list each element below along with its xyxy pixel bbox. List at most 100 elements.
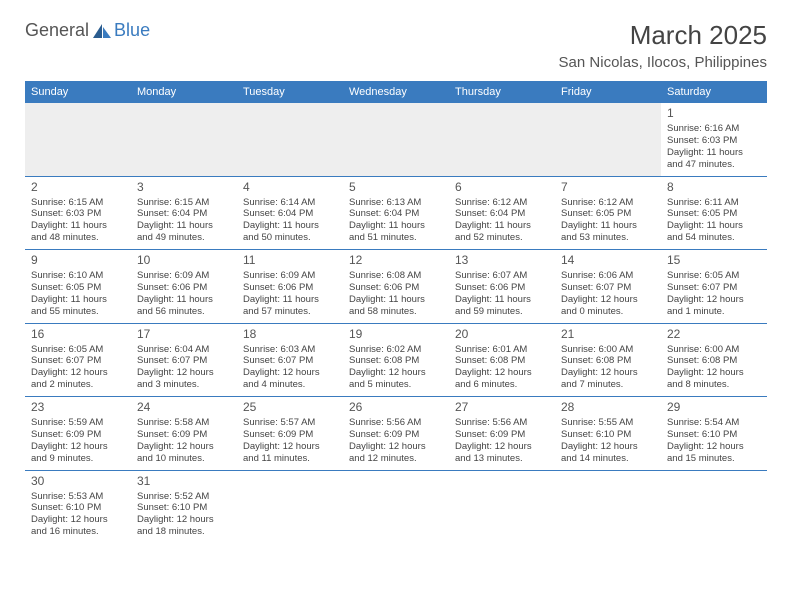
sunrise-text: Sunrise: 6:09 AM bbox=[243, 270, 337, 282]
day-number: 30 bbox=[31, 474, 125, 489]
calendar-cell: 2Sunrise: 6:15 AMSunset: 6:03 PMDaylight… bbox=[25, 176, 131, 250]
day-number: 6 bbox=[455, 180, 549, 195]
calendar-cell: 24Sunrise: 5:58 AMSunset: 6:09 PMDayligh… bbox=[131, 397, 237, 471]
sunrise-text: Sunrise: 6:04 AM bbox=[137, 344, 231, 356]
sunrise-text: Sunrise: 5:52 AM bbox=[137, 491, 231, 503]
logo-sail-icon bbox=[93, 24, 111, 38]
daylight-text: Daylight: 12 hours and 8 minutes. bbox=[667, 367, 761, 391]
daylight-text: Daylight: 12 hours and 7 minutes. bbox=[561, 367, 655, 391]
sunrise-text: Sunrise: 5:59 AM bbox=[31, 417, 125, 429]
day-number: 4 bbox=[243, 180, 337, 195]
day-number: 27 bbox=[455, 400, 549, 415]
sunrise-text: Sunrise: 5:56 AM bbox=[455, 417, 549, 429]
daylight-text: Daylight: 12 hours and 15 minutes. bbox=[667, 441, 761, 465]
sunset-text: Sunset: 6:09 PM bbox=[455, 429, 549, 441]
daylight-text: Daylight: 11 hours and 51 minutes. bbox=[349, 220, 443, 244]
day-number: 24 bbox=[137, 400, 231, 415]
sunrise-text: Sunrise: 5:54 AM bbox=[667, 417, 761, 429]
day-number: 16 bbox=[31, 327, 125, 342]
daylight-text: Daylight: 11 hours and 52 minutes. bbox=[455, 220, 549, 244]
day-number: 2 bbox=[31, 180, 125, 195]
sunset-text: Sunset: 6:07 PM bbox=[243, 355, 337, 367]
calendar-cell: 1Sunrise: 6:16 AMSunset: 6:03 PMDaylight… bbox=[661, 103, 767, 176]
calendar-cell: 22Sunrise: 6:00 AMSunset: 6:08 PMDayligh… bbox=[661, 323, 767, 397]
calendar-cell bbox=[237, 470, 343, 543]
sunset-text: Sunset: 6:10 PM bbox=[561, 429, 655, 441]
daylight-text: Daylight: 12 hours and 14 minutes. bbox=[561, 441, 655, 465]
sunset-text: Sunset: 6:06 PM bbox=[243, 282, 337, 294]
day-header: Monday bbox=[131, 81, 237, 103]
daylight-text: Daylight: 11 hours and 48 minutes. bbox=[31, 220, 125, 244]
day-header: Thursday bbox=[449, 81, 555, 103]
sunrise-text: Sunrise: 6:02 AM bbox=[349, 344, 443, 356]
sunrise-text: Sunrise: 6:10 AM bbox=[31, 270, 125, 282]
calendar-cell: 8Sunrise: 6:11 AMSunset: 6:05 PMDaylight… bbox=[661, 176, 767, 250]
daylight-text: Daylight: 11 hours and 53 minutes. bbox=[561, 220, 655, 244]
sunset-text: Sunset: 6:10 PM bbox=[667, 429, 761, 441]
logo-text-1: General bbox=[25, 20, 89, 41]
sunset-text: Sunset: 6:08 PM bbox=[667, 355, 761, 367]
sunset-text: Sunset: 6:05 PM bbox=[561, 208, 655, 220]
sunrise-text: Sunrise: 5:57 AM bbox=[243, 417, 337, 429]
calendar-cell: 18Sunrise: 6:03 AMSunset: 6:07 PMDayligh… bbox=[237, 323, 343, 397]
day-number: 10 bbox=[137, 253, 231, 268]
day-header: Saturday bbox=[661, 81, 767, 103]
daylight-text: Daylight: 12 hours and 1 minute. bbox=[667, 294, 761, 318]
sunrise-text: Sunrise: 5:58 AM bbox=[137, 417, 231, 429]
calendar-cell: 26Sunrise: 5:56 AMSunset: 6:09 PMDayligh… bbox=[343, 397, 449, 471]
calendar-cell: 10Sunrise: 6:09 AMSunset: 6:06 PMDayligh… bbox=[131, 250, 237, 324]
sunrise-text: Sunrise: 6:05 AM bbox=[31, 344, 125, 356]
sunset-text: Sunset: 6:09 PM bbox=[137, 429, 231, 441]
daylight-text: Daylight: 12 hours and 18 minutes. bbox=[137, 514, 231, 538]
day-number: 12 bbox=[349, 253, 443, 268]
title-block: March 2025 San Nicolas, Ilocos, Philippi… bbox=[559, 20, 767, 71]
calendar-cell: 14Sunrise: 6:06 AMSunset: 6:07 PMDayligh… bbox=[555, 250, 661, 324]
calendar-cell bbox=[449, 470, 555, 543]
day-number: 17 bbox=[137, 327, 231, 342]
daylight-text: Daylight: 12 hours and 2 minutes. bbox=[31, 367, 125, 391]
calendar-cell: 27Sunrise: 5:56 AMSunset: 6:09 PMDayligh… bbox=[449, 397, 555, 471]
sunset-text: Sunset: 6:05 PM bbox=[31, 282, 125, 294]
day-number: 1 bbox=[667, 106, 761, 121]
calendar-cell: 6 Sunrise: 6:12 AMSunset: 6:04 PMDaylight… bbox=[449, 176, 555, 250]
daylight-text: Daylight: 12 hours and 9 minutes. bbox=[31, 441, 125, 465]
day-number: 22 bbox=[667, 327, 761, 342]
sunrise-text: Sunrise: 6:11 AM bbox=[667, 197, 761, 209]
sunset-text: Sunset: 6:08 PM bbox=[349, 355, 443, 367]
daylight-text: Daylight: 12 hours and 6 minutes. bbox=[455, 367, 549, 391]
daylight-text: Daylight: 11 hours and 47 minutes. bbox=[667, 147, 761, 171]
calendar-cell: 16Sunrise: 6:05 AMSunset: 6:07 PMDayligh… bbox=[25, 323, 131, 397]
sunset-text: Sunset: 6:04 PM bbox=[455, 208, 549, 220]
sunset-text: Sunset: 6:10 PM bbox=[31, 502, 125, 514]
calendar-cell: 11Sunrise: 6:09 AMSunset: 6:06 PMDayligh… bbox=[237, 250, 343, 324]
daylight-text: Daylight: 11 hours and 59 minutes. bbox=[455, 294, 549, 318]
sunrise-text: Sunrise: 6:15 AM bbox=[137, 197, 231, 209]
sunset-text: Sunset: 6:04 PM bbox=[349, 208, 443, 220]
sunset-text: Sunset: 6:07 PM bbox=[137, 355, 231, 367]
sunset-text: Sunset: 6:10 PM bbox=[137, 502, 231, 514]
daylight-text: Daylight: 12 hours and 11 minutes. bbox=[243, 441, 337, 465]
daylight-text: Daylight: 12 hours and 0 minutes. bbox=[561, 294, 655, 318]
day-number: 14 bbox=[561, 253, 655, 268]
sunrise-text: Sunrise: 6:07 AM bbox=[455, 270, 549, 282]
sunset-text: Sunset: 6:09 PM bbox=[31, 429, 125, 441]
calendar-cell: 30Sunrise: 5:53 AMSunset: 6:10 PMDayligh… bbox=[25, 470, 131, 543]
sunset-text: Sunset: 6:06 PM bbox=[137, 282, 231, 294]
calendar-cell: 4Sunrise: 6:14 AMSunset: 6:04 PMDaylight… bbox=[237, 176, 343, 250]
sunset-text: Sunset: 6:09 PM bbox=[243, 429, 337, 441]
daylight-text: Daylight: 12 hours and 4 minutes. bbox=[243, 367, 337, 391]
calendar-cell: 21Sunrise: 6:00 AMSunset: 6:08 PMDayligh… bbox=[555, 323, 661, 397]
sunrise-text: Sunrise: 6:06 AM bbox=[561, 270, 655, 282]
daylight-text: Daylight: 11 hours and 54 minutes. bbox=[667, 220, 761, 244]
day-number: 13 bbox=[455, 253, 549, 268]
calendar-cell bbox=[25, 103, 131, 176]
day-number: 21 bbox=[561, 327, 655, 342]
calendar-cell: 3Sunrise: 6:15 AMSunset: 6:04 PMDaylight… bbox=[131, 176, 237, 250]
day-number: 9 bbox=[31, 253, 125, 268]
sunrise-text: Sunrise: 5:56 AM bbox=[349, 417, 443, 429]
calendar-cell bbox=[661, 470, 767, 543]
day-number: 20 bbox=[455, 327, 549, 342]
calendar-cell: 25Sunrise: 5:57 AMSunset: 6:09 PMDayligh… bbox=[237, 397, 343, 471]
sunset-text: Sunset: 6:05 PM bbox=[667, 208, 761, 220]
sunrise-text: Sunrise: 6:12 AM bbox=[455, 197, 549, 209]
